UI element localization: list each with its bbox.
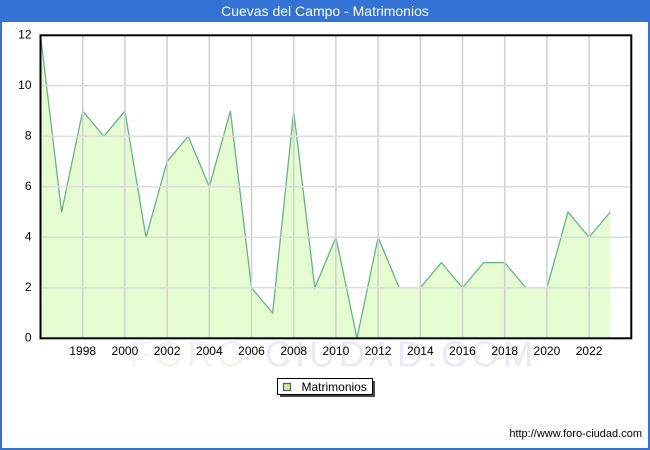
svg-text:10: 10	[18, 78, 32, 92]
svg-text:2004: 2004	[196, 344, 223, 358]
svg-text:Cuevas del Campo - Matrimonios: Cuevas del Campo - Matrimonios	[221, 3, 429, 19]
svg-text:2018: 2018	[491, 344, 518, 358]
svg-text:2008: 2008	[280, 344, 307, 358]
svg-text:2010: 2010	[323, 344, 350, 358]
svg-text:8: 8	[25, 129, 32, 143]
svg-text:12: 12	[18, 28, 32, 42]
svg-text:Matrimonios: Matrimonios	[302, 380, 367, 394]
svg-text:FORO-CIUDAD.COM: FORO-CIUDAD.COM	[129, 334, 537, 375]
svg-text:2: 2	[25, 280, 32, 294]
svg-text:0: 0	[25, 331, 32, 345]
svg-text:http://www.foro-ciudad.com: http://www.foro-ciudad.com	[509, 428, 642, 440]
svg-text:4: 4	[25, 230, 32, 244]
svg-text:2006: 2006	[238, 344, 265, 358]
svg-text:6: 6	[25, 179, 32, 193]
svg-text:2020: 2020	[534, 344, 561, 358]
svg-text:1998: 1998	[69, 344, 96, 358]
svg-text:2014: 2014	[407, 344, 434, 358]
svg-text:2000: 2000	[112, 344, 139, 358]
svg-text:2002: 2002	[154, 344, 181, 358]
svg-text:2022: 2022	[576, 344, 603, 358]
svg-text:2016: 2016	[449, 344, 476, 358]
svg-text:2012: 2012	[365, 344, 392, 358]
